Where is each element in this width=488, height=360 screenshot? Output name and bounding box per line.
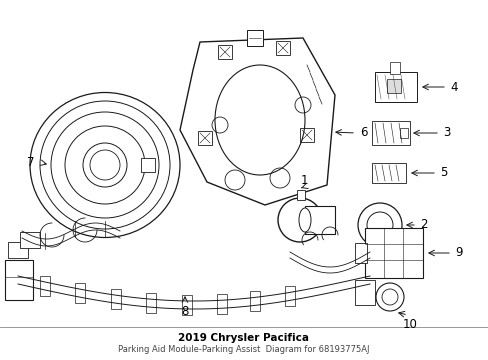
Text: 2: 2 bbox=[419, 219, 427, 231]
Circle shape bbox=[83, 143, 127, 187]
Text: 1: 1 bbox=[300, 174, 307, 186]
Bar bbox=[399, 128, 407, 138]
Bar bbox=[75, 283, 85, 303]
FancyBboxPatch shape bbox=[5, 260, 33, 300]
Bar bbox=[110, 289, 121, 309]
Text: 9: 9 bbox=[454, 247, 462, 260]
Bar bbox=[275, 41, 289, 55]
Circle shape bbox=[278, 198, 321, 242]
Text: 7: 7 bbox=[27, 157, 35, 170]
Bar bbox=[249, 292, 259, 311]
Bar bbox=[141, 158, 155, 172]
Bar bbox=[217, 294, 226, 314]
Bar bbox=[218, 45, 231, 59]
Bar bbox=[389, 62, 399, 74]
Bar bbox=[299, 128, 313, 142]
Text: 5: 5 bbox=[439, 166, 447, 180]
Bar bbox=[181, 295, 191, 315]
Circle shape bbox=[366, 212, 392, 238]
Bar bbox=[386, 79, 400, 93]
Text: 2019 Chrysler Pacifica: 2019 Chrysler Pacifica bbox=[178, 333, 309, 343]
Ellipse shape bbox=[298, 208, 310, 232]
Bar bbox=[198, 131, 212, 145]
Bar bbox=[20, 232, 40, 248]
Text: 8: 8 bbox=[181, 305, 188, 318]
Text: 6: 6 bbox=[359, 126, 367, 139]
Text: 3: 3 bbox=[442, 126, 449, 139]
Bar bbox=[354, 280, 374, 305]
Bar bbox=[40, 276, 49, 296]
Bar bbox=[8, 242, 28, 258]
Text: 10: 10 bbox=[402, 318, 417, 331]
Bar bbox=[354, 243, 366, 263]
Bar bbox=[246, 30, 263, 46]
Text: 4: 4 bbox=[449, 81, 457, 94]
Text: Parking Aid Module-Parking Assist  Diagram for 68193775AJ: Parking Aid Module-Parking Assist Diagra… bbox=[118, 345, 369, 354]
Circle shape bbox=[375, 283, 403, 311]
FancyBboxPatch shape bbox=[371, 163, 405, 183]
Circle shape bbox=[357, 203, 401, 247]
Bar bbox=[146, 293, 156, 313]
Circle shape bbox=[381, 289, 397, 305]
FancyBboxPatch shape bbox=[364, 228, 422, 278]
FancyBboxPatch shape bbox=[374, 72, 416, 102]
Bar bbox=[285, 286, 295, 306]
FancyBboxPatch shape bbox=[305, 206, 334, 234]
Bar bbox=[296, 190, 305, 200]
FancyBboxPatch shape bbox=[371, 121, 409, 145]
Bar bbox=[8, 262, 28, 278]
